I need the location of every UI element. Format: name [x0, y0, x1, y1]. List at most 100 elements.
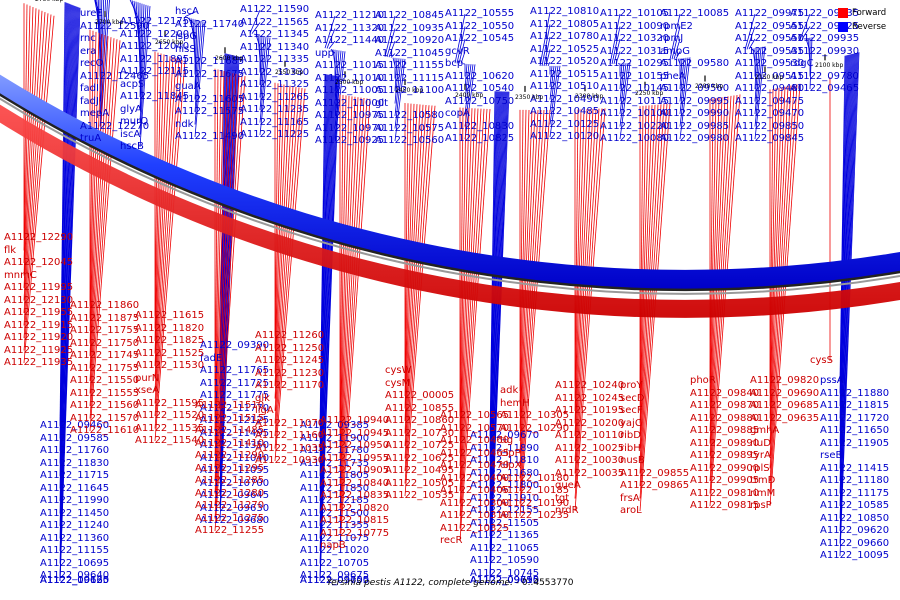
gene-label-reverse-leader [754, 47, 762, 115]
gene-label-reverse-leader [489, 91, 506, 562]
gene-label-forward: ribH [620, 442, 641, 454]
gene-label-forward: A1122_11920 [4, 332, 74, 343]
gene-label-reverse: A1122_09560 [660, 83, 730, 94]
gene-label-forward: A1122_11570 [70, 412, 140, 424]
gene-label-reverse: A1122_10120 [530, 131, 600, 142]
gene-label-reverse-leader [615, 51, 621, 64]
gene-label-forward-leader [89, 36, 109, 382]
gene-label-reverse: A1122_10525 [530, 43, 600, 55]
gene-label-forward: A1122_10730 [385, 427, 455, 439]
gene-label-forward-leader [89, 30, 94, 319]
gene-label-forward: hemH [500, 397, 530, 409]
gene-label-reverse: A1122_10920 [375, 35, 445, 46]
gene-label-forward-leader [574, 109, 579, 399]
gene-label-forward: A1122_11270 [195, 500, 265, 511]
gene-label-forward: A1122_10465 [440, 447, 510, 459]
gene-label-reverse-leader [386, 28, 396, 58]
gene-label-reverse: A1122_10080 [600, 133, 670, 144]
gene-label-reverse: A1122_11065 [470, 542, 540, 554]
gene-label-reverse: A1122_12590 [80, 20, 150, 32]
gene-label-reverse: A1122_11335 [240, 54, 310, 65]
gene-label-reverse: A1122_10125 [530, 118, 600, 130]
gene-label-reverse: A1122_09975 [735, 8, 805, 19]
gene-label-forward-leader [639, 105, 650, 424]
gene-label-forward: A1122_11515 [195, 412, 265, 424]
gene-label-forward: tig [500, 435, 514, 446]
gene-label-forward: A1122_10860 [385, 415, 455, 426]
gene-label-reverse-leader [549, 65, 553, 88]
gene-label-reverse: A1122_12040 [120, 41, 190, 52]
gene-label-reverse-leader [539, 11, 551, 67]
gene-label-reverse-leader [464, 64, 472, 115]
gene-label-reverse: A1122_09935 [790, 33, 860, 44]
gene-label-reverse-leader [139, 5, 149, 135]
gene-label-forward-leader [639, 105, 644, 399]
gene-label-reverse-leader [754, 46, 766, 140]
gene-label-reverse: A1122_09515 [735, 70, 805, 82]
gene-label-forward: A1122_11555 [70, 387, 140, 399]
gene-label-forward: secF [620, 405, 643, 416]
gene-label-forward: napB [320, 540, 346, 551]
gene-label-reverse: A1122_11355 [300, 520, 370, 531]
kbp-tick-label: 2550 kbp [275, 68, 304, 76]
gene-label-forward: A1122_11525 [135, 347, 205, 359]
gene-label-forward-leader [769, 83, 801, 507]
gene-label-forward: A1122_11540 [135, 435, 205, 446]
gene-label-reverse: A1122_09480 [735, 83, 805, 94]
gene-label-forward: A1122_10235 [500, 510, 570, 521]
gene-label-reverse-leader [809, 37, 813, 90]
gene-label-reverse: A1122_11265 [240, 91, 310, 103]
gene-label-reverse: A1122_10575 [375, 122, 445, 134]
kbp-tick-label: 2600 kbp [215, 55, 244, 63]
gene-label-reverse: A1122_11005 [315, 85, 385, 96]
gene-label-forward: A1122_10025 [555, 442, 625, 454]
gene-label-forward: rplS [750, 462, 770, 474]
gene-label-reverse: A1122_11850 [300, 482, 370, 494]
gene-label-reverse: A1122_10315 [600, 45, 670, 57]
gene-label-reverse: iscA [120, 128, 141, 140]
gene-label-forward: cysS [810, 355, 833, 366]
gene-label-forward: A1122_10725 [385, 440, 455, 451]
gene-label-forward: A1122_10325 [440, 522, 510, 534]
gene-label-forward-leader [459, 108, 488, 529]
gene-label-forward: A1122_10190 [500, 497, 570, 509]
gene-label-forward-leader [89, 38, 115, 407]
gene-label-reverse: A1122_10130 [40, 575, 110, 586]
gene-label-reverse: A1122_11895 [120, 53, 190, 65]
gene-label-forward-leader [519, 109, 551, 517]
gene-label-reverse: A1122_10540 [445, 83, 515, 94]
gene-label-reverse-leader [99, 0, 105, 102]
gene-label-forward: A1122_11520 [135, 410, 205, 421]
gene-label-forward: A1122_12045 [4, 257, 74, 268]
gene-label-reverse: A1122_11500 [300, 507, 370, 519]
kbp-tick-label: 2150 kbp [755, 74, 784, 82]
gene-label-reverse: A1122_12115 [120, 66, 190, 77]
reverse-strand-ring [0, 74, 900, 290]
gene-label-reverse: A1122_11910 [470, 492, 540, 504]
gene-label-reverse: A1122_12465 [80, 70, 150, 82]
gene-label-reverse-leader [319, 75, 337, 564]
gene-label-reverse-leader [194, 19, 198, 88]
gene-label-forward-leader [214, 70, 225, 444]
gene-label-reverse-leader [805, 38, 811, 52]
gene-label-reverse: A1122_11605 [175, 93, 245, 105]
gene-label-forward-leader [89, 40, 121, 432]
gene-label-reverse-leader [799, 13, 811, 40]
gene-label-forward-leader [274, 87, 300, 437]
gene-label-reverse: guaA [175, 81, 201, 92]
gene-label-forward: A1122_11245 [255, 355, 325, 366]
gene-label-forward: A1122_10290 [500, 422, 570, 434]
gene-label-reverse-leader [744, 13, 756, 50]
gene-label-reverse-leader [839, 54, 849, 419]
gene-label-forward: A1122_09635 [750, 412, 820, 424]
gene-label-reverse: A1122_11350 [200, 440, 270, 451]
gene-label-reverse: A1122_10830 [445, 120, 515, 132]
gene-label-forward-leader [274, 87, 303, 449]
gene-label-forward: A1122_10035 [555, 467, 625, 479]
gene-label-reverse: A1122_09825 [790, 20, 860, 32]
gene-label-reverse: A1122_09850 [735, 120, 805, 132]
gene-label-reverse: A1122_11020 [300, 545, 370, 556]
gene-label-reverse-leader [394, 58, 404, 129]
gene-label-reverse-leader [390, 53, 396, 58]
gene-label-forward: A1122_11595 [135, 397, 205, 409]
